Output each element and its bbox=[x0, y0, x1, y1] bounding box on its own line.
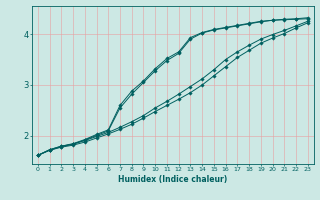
X-axis label: Humidex (Indice chaleur): Humidex (Indice chaleur) bbox=[118, 175, 228, 184]
